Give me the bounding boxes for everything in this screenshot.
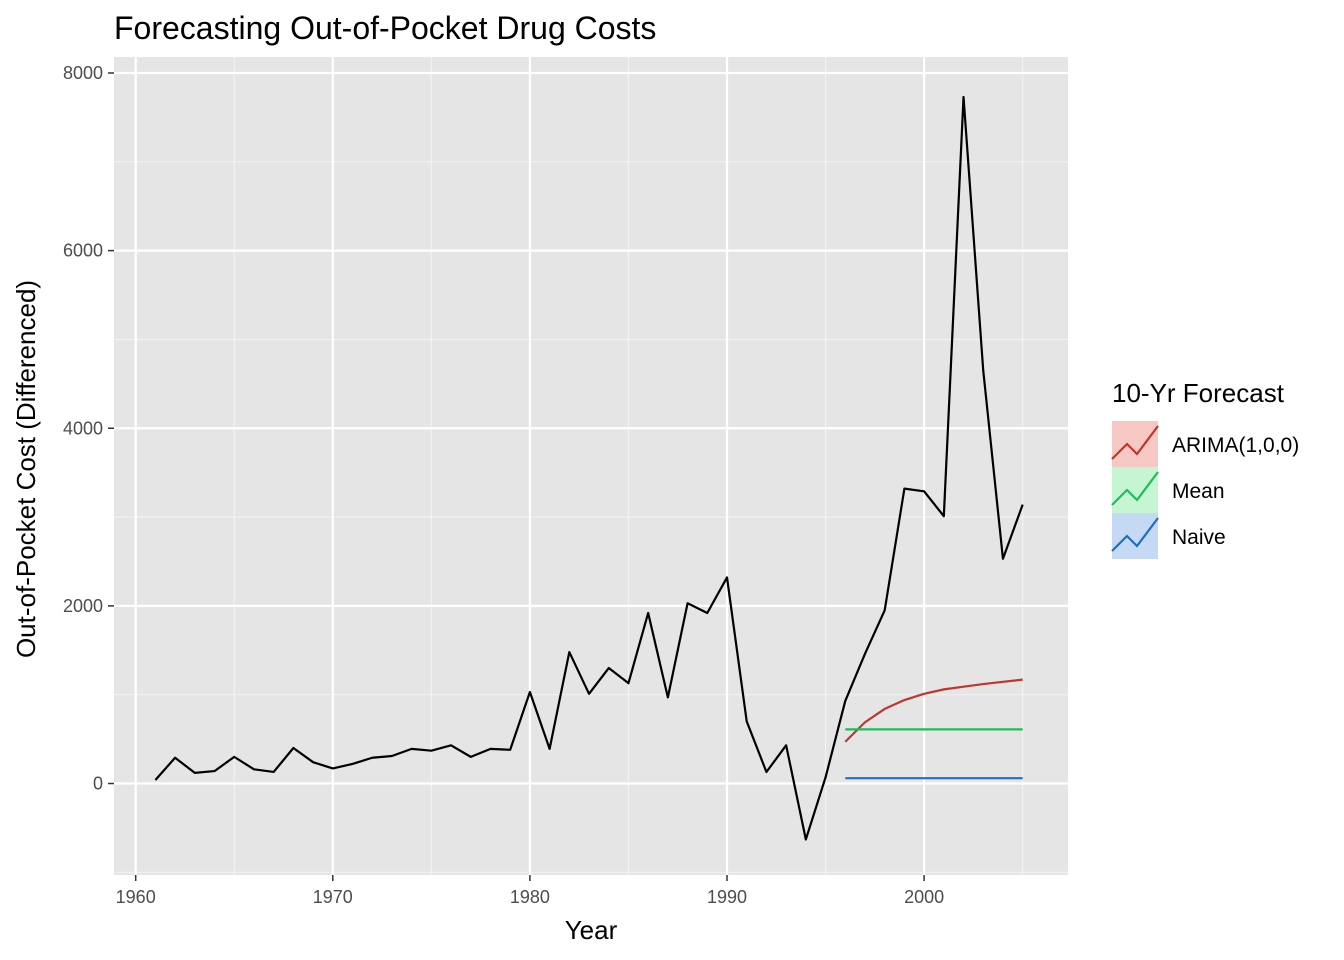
legend-key-line-icon <box>1111 517 1159 552</box>
major-gridlines <box>114 57 1068 875</box>
legend-key-fill <box>1112 421 1158 467</box>
y-axis: 0 2000 4000 6000 8000 <box>63 63 114 794</box>
y-tick-label: 6000 <box>63 241 103 261</box>
x-tick-label: 1990 <box>707 887 747 907</box>
legend-key-fill <box>1112 467 1158 513</box>
legend-key-fill <box>1112 513 1158 559</box>
observed-series-line <box>154 95 1024 841</box>
plot-panel <box>114 57 1068 875</box>
legend-key-line-icon <box>1111 425 1159 460</box>
x-tick-label: 1970 <box>313 887 353 907</box>
legend-item: ARIMA(1,0,0) <box>1111 421 1299 467</box>
legend-label: Naive <box>1172 526 1226 549</box>
legend-item: Mean <box>1111 467 1225 513</box>
legend: 10-Yr Forecast ARIMA(1,0,0) Mean Naive <box>1111 378 1299 559</box>
y-axis-title: Out-of-Pocket Cost (Differenced) <box>11 280 41 658</box>
y-tick-label: 2000 <box>63 596 103 616</box>
legend-key-line-icon <box>1111 471 1159 506</box>
x-tick-label: 2000 <box>904 887 944 907</box>
legend-item: Naive <box>1111 513 1226 559</box>
y-tick-label: 4000 <box>63 418 103 438</box>
legend-label: Mean <box>1172 480 1225 503</box>
x-tick-label: 1980 <box>510 887 550 907</box>
chart-title: Forecasting Out-of-Pocket Drug Costs <box>114 10 656 46</box>
series-lines <box>154 95 1024 841</box>
legend-label: ARIMA(1,0,0) <box>1172 434 1299 457</box>
series-arima-1-0-0-line <box>844 678 1023 743</box>
y-tick-label: 8000 <box>63 63 103 83</box>
y-tick-label: 0 <box>93 774 103 794</box>
legend-title: 10-Yr Forecast <box>1112 378 1285 408</box>
x-tick-label: 1960 <box>116 887 156 907</box>
minor-gridlines <box>114 57 1068 875</box>
x-axis: 1960 1970 1980 1990 2000 <box>116 875 944 907</box>
x-axis-title: Year <box>565 915 618 945</box>
